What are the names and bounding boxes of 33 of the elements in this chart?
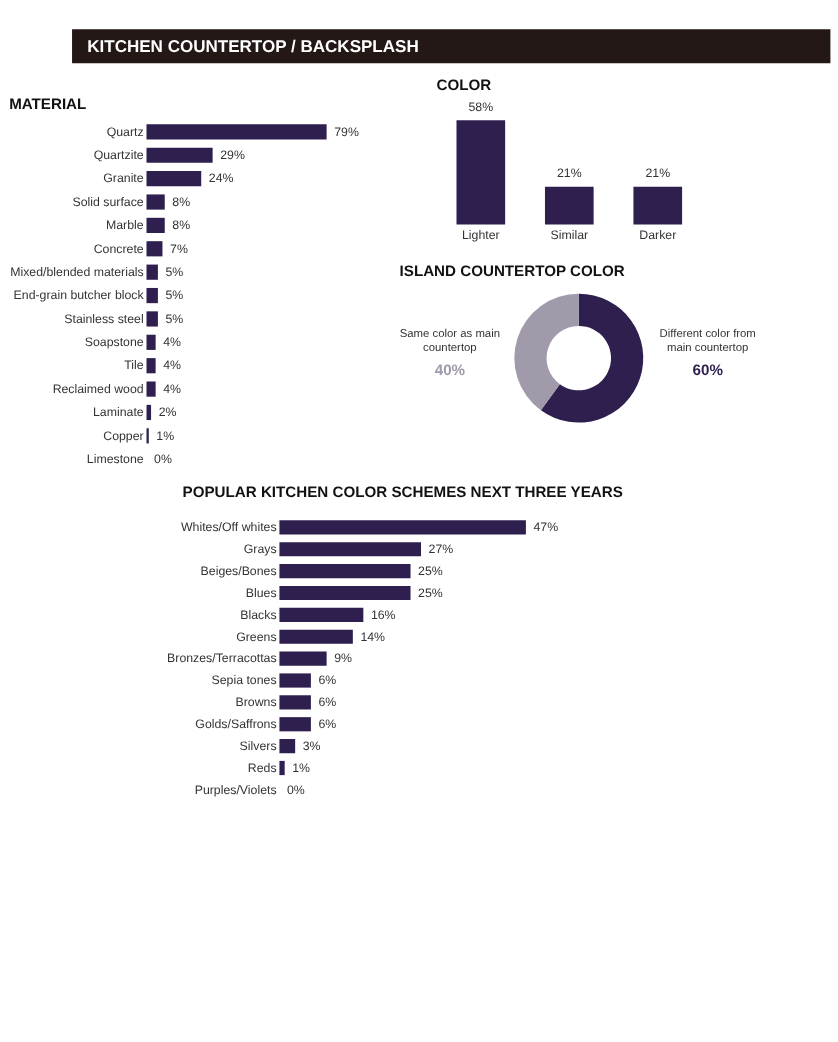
bar	[279, 717, 311, 732]
data-label: 40%	[434, 361, 466, 380]
bar	[279, 651, 327, 666]
bar	[279, 760, 285, 776]
bar	[146, 311, 158, 327]
bar	[279, 673, 311, 688]
bar	[146, 381, 156, 397]
donut-slice	[514, 293, 579, 411]
bar	[146, 358, 156, 374]
bar	[146, 334, 156, 350]
bar	[279, 585, 411, 601]
bar	[279, 520, 526, 535]
bar	[146, 147, 213, 163]
bar	[146, 217, 165, 234]
bar	[279, 739, 296, 754]
donut-slice	[540, 293, 644, 423]
bar	[146, 124, 327, 140]
bar	[279, 629, 353, 644]
bar	[279, 607, 364, 622]
bar	[279, 564, 411, 579]
chart-title: KITCHEN COUNTERTOP / BACKSPLASH	[87, 35, 419, 56]
chart-title: COLOR	[436, 75, 493, 94]
chart-title: ISLAND COUNTERTOP COLOR	[399, 261, 626, 280]
bar	[279, 542, 422, 557]
bar	[146, 241, 163, 257]
bar	[146, 171, 202, 187]
bar	[279, 695, 311, 710]
data-label: 60%	[692, 361, 724, 380]
chart-subtitle: MATERIAL	[9, 94, 88, 113]
bar	[146, 194, 165, 210]
bar	[146, 264, 158, 280]
bar	[146, 287, 158, 304]
chart-title: POPULAR KITCHEN COLOR SCHEMES NEXT THREE YEARS	[182, 483, 623, 502]
